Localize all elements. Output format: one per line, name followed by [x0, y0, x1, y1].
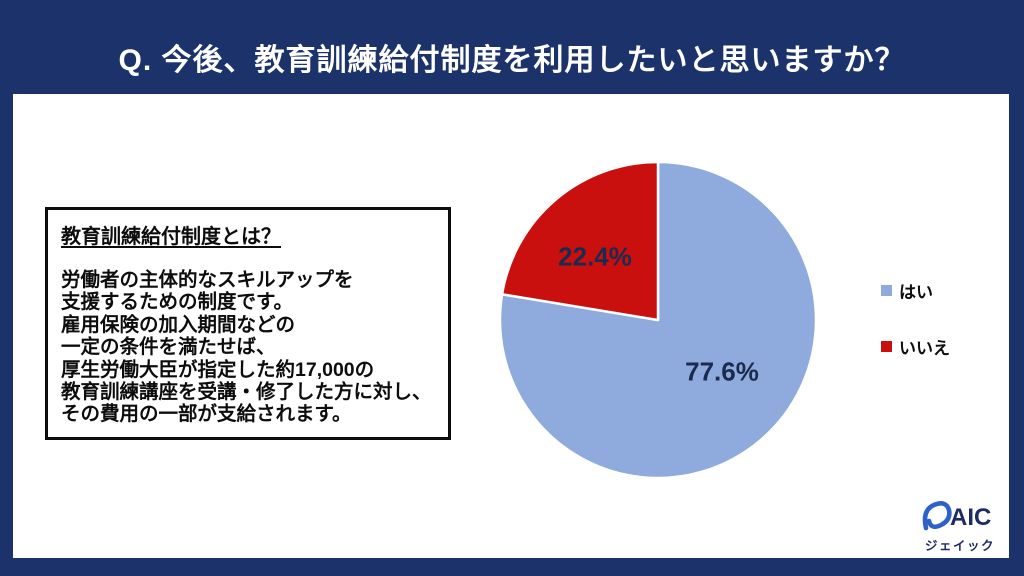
info-box-line: 厚生労働大臣が指定した約17,000の — [61, 358, 375, 381]
chart-legend: はい いいえ — [881, 277, 950, 359]
slide-title: Q. 今後、教育訓練給付制度を利用したいと思いますか？ — [118, 44, 906, 77]
info-box-heading: 教育訓練給付制度とは？ — [61, 226, 281, 248]
pie-label-no: 22.4% — [558, 241, 632, 272]
legend-label: はい — [899, 282, 933, 302]
info-box-body: 労働者の主体的なスキルアップを 支援するための制度です。 雇用保険の加入期間など… — [61, 269, 440, 426]
legend-label: いいえ — [899, 338, 950, 358]
info-box-line: その費用の一部が支給されます。 — [61, 403, 352, 426]
info-box-line: 労働者の主体的なスキルアップを — [61, 269, 354, 291]
jaic-swirl-icon — [922, 501, 952, 531]
legend-item-yes: はい — [881, 277, 950, 303]
info-box-line: 雇用保険の加入期間などの — [61, 313, 296, 336]
jaic-logo: AIC ジェイック — [917, 497, 1003, 554]
jaic-logo-letters: AIC — [950, 504, 991, 531]
legend-marker — [881, 284, 892, 296]
pie-slice-no — [500, 160, 660, 322]
pie-label-yes: 77.6% — [685, 356, 759, 387]
info-box-line: 教育訓練講座を受講・修了した方に対し、 — [61, 381, 432, 404]
pie-chart — [498, 160, 818, 480]
jaic-logo-subtext: ジェイック — [924, 539, 995, 553]
content-card: 教育訓練給付制度とは？ 労働者の主体的なスキルアップを 支援するための制度です。… — [13, 94, 1009, 558]
info-box: 教育訓練給付制度とは？ 労働者の主体的なスキルアップを 支援するための制度です。… — [45, 207, 451, 440]
legend-item-no: いいえ — [881, 333, 950, 359]
jaic-logo-icon: AIC — [922, 501, 991, 531]
info-box-line: 一定の条件を満たせば、 — [61, 336, 276, 359]
pie-chart-area: 22.4% 77.6% — [498, 160, 818, 480]
legend-marker — [881, 340, 892, 352]
info-box-line: 支援するための制度です。 — [61, 291, 294, 314]
